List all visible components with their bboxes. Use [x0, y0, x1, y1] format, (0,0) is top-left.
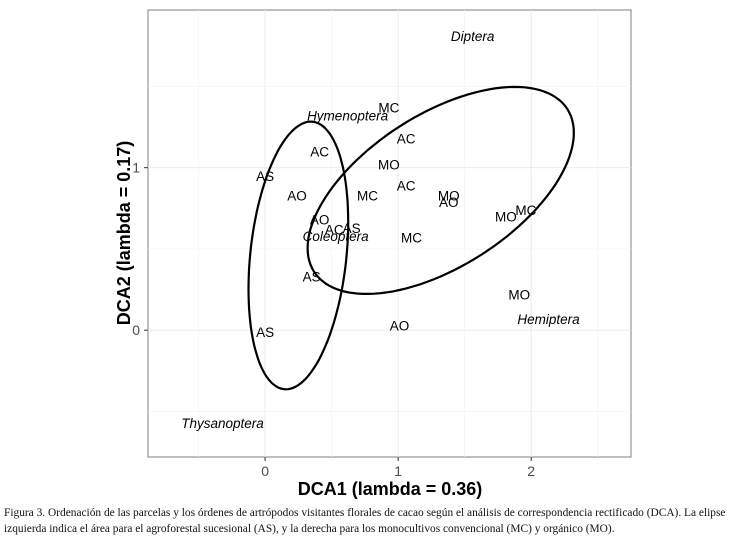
x-tick-label: 0	[261, 463, 269, 479]
y-axis-ticks: 01	[132, 160, 148, 338]
ellipse-as	[247, 120, 350, 391]
y-tick-label: 0	[132, 322, 140, 338]
order-label-thysanoptera: Thysanoptera	[181, 416, 264, 431]
site-label-ao: AO	[390, 318, 410, 333]
order-labels: Diptera Hymenoptera Coleoptera Hemiptera Thy…	[181, 29, 580, 431]
site-label-mc: MC	[378, 101, 399, 116]
site-label-mo: MO	[508, 287, 530, 302]
grid-major	[148, 10, 631, 457]
order-label-diptera: Diptera	[451, 29, 495, 44]
site-label-mc: MC	[401, 231, 422, 246]
site-label-ac: AC	[325, 222, 344, 237]
x-axis-title: DCA1 (lambda = 0.36)	[298, 479, 483, 499]
grid-minor	[148, 10, 631, 457]
site-label-ao: AO	[439, 195, 459, 210]
y-axis-title: DCA2 (lambda = 0.17)	[114, 141, 134, 326]
y-tick-label: 1	[132, 160, 140, 176]
plot-panel	[147, 9, 632, 458]
ellipses	[247, 85, 575, 391]
site-label-mc: MC	[357, 188, 378, 203]
site-label-as: AS	[303, 270, 321, 285]
site-label-mc: MC	[515, 203, 536, 218]
ellipse-mc-mo	[306, 85, 575, 295]
order-label-hymenoptera: Hymenoptera	[307, 109, 389, 124]
x-tick-label: 2	[527, 463, 535, 479]
x-tick-label: 1	[394, 463, 402, 479]
site-label-ac: AC	[310, 144, 329, 159]
x-axis-ticks: 0 1 2	[261, 457, 535, 479]
site-label-ac: AC	[397, 131, 416, 146]
site-label-as: AS	[256, 169, 274, 184]
site-label-ac: AC	[397, 179, 416, 194]
site-label-mo: MO	[438, 188, 460, 203]
site-label-mo: MO	[378, 157, 400, 172]
order-label-coleoptera: Coleoptera	[303, 229, 370, 244]
site-label-ao: AO	[287, 188, 307, 203]
site-label-mo: MO	[495, 209, 517, 224]
order-label-hemiptera: Hemiptera	[517, 312, 580, 327]
figure-caption: Figura 3. Ordenación de las parcelas y l…	[4, 507, 726, 535]
site-label-as: AS	[343, 221, 361, 236]
site-label-as: AS	[256, 325, 274, 340]
site-label-ao: AO	[310, 213, 330, 228]
